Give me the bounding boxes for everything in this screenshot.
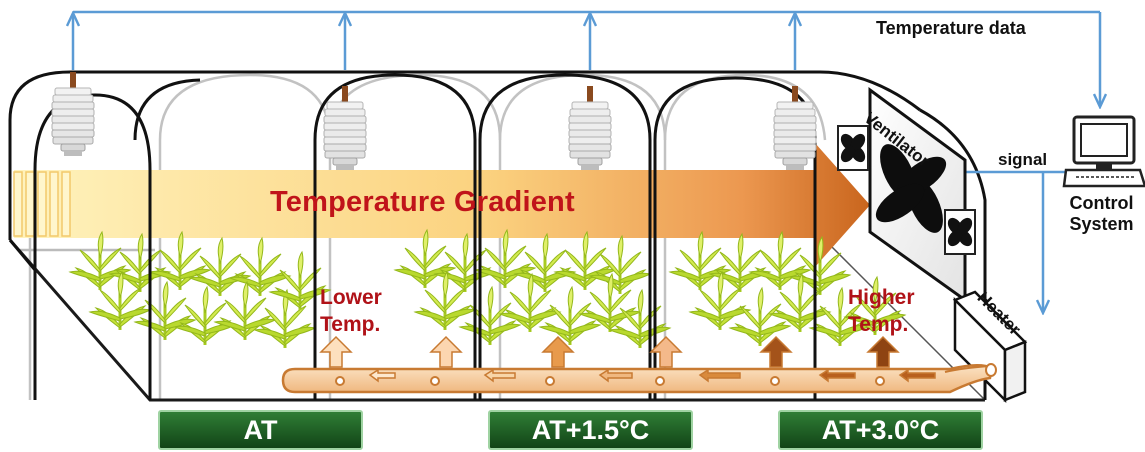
lower-temp-line1: Lower <box>320 286 382 309</box>
higher-temp-label: Higher Temp. <box>848 284 915 338</box>
lower-temp-label: Lower Temp. <box>320 284 382 338</box>
control-system-label-line1: Control <box>1069 193 1134 213</box>
lower-temp-line2: Temp. <box>320 313 381 336</box>
temperature-data-lines <box>73 10 1100 312</box>
heat-arrow-icon <box>319 335 900 368</box>
fan-icon <box>836 87 977 303</box>
temperature-gradient-label: Temperature Gradient <box>270 186 575 218</box>
control-system-label-line2: System <box>1069 214 1134 234</box>
temperature-data-label: Temperature data <box>876 18 1026 38</box>
heating-pipe <box>281 363 997 394</box>
zone-badge-at: AT <box>158 410 363 450</box>
control-system-label: Control System <box>1058 193 1145 235</box>
signal-label: signal <box>998 150 1048 169</box>
plant-icon <box>68 228 907 350</box>
computer-icon <box>1062 115 1145 188</box>
higher-temp-line2: Temp. <box>848 313 909 336</box>
higher-temp-line1: Higher <box>848 286 915 309</box>
zone-badge-at-plus-1-5: AT+1.5°C <box>488 410 693 450</box>
zone-badge-at-plus-3-0: AT+3.0°C <box>778 410 983 450</box>
